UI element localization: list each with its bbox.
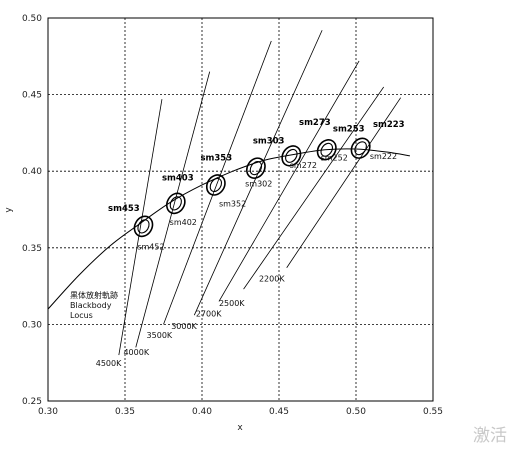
isotherm-line (163, 40, 272, 325)
ellipse-outer (205, 174, 226, 196)
ellipse-sublabel-sm272: sm272 (290, 161, 317, 170)
isotherm-label-2200K: 2200K (259, 275, 285, 284)
ellipse-pair (165, 192, 186, 215)
locus-label: 黒体放射軌跡 Blackbody Locus (70, 290, 118, 320)
ellipse-sublabel-sm222: sm222 (370, 152, 397, 161)
y-tick-label: 0.25 (22, 397, 42, 407)
ellipse-label-sm223: sm223 (373, 120, 405, 130)
ellipse-sublabel-sm302: sm302 (245, 180, 272, 189)
y-tick-label: 0.40 (22, 167, 42, 177)
plot-frame (47, 17, 434, 402)
ellipse-label-sm303: sm303 (253, 137, 285, 147)
x-tick-label: 0.55 (423, 407, 443, 417)
ellipse-sublabel-sm402: sm402 (170, 218, 197, 227)
isotherm-label-2700K: 2700K (196, 310, 222, 319)
y-tick-label: 0.50 (22, 14, 42, 24)
blackbody-locus (47, 148, 410, 310)
ellipse-label-sm253: sm253 (333, 124, 365, 134)
ellipse-pair (205, 174, 226, 196)
ellipse-label-sm353: sm353 (200, 153, 232, 163)
locus-label-blackbody: Blackbody (70, 301, 112, 310)
isotherm-lines (118, 30, 401, 356)
isotherm-label-4000K: 4000K (123, 348, 149, 357)
ellipse-outer (165, 192, 186, 215)
ellipse-inner (249, 161, 263, 176)
ellipse-sublabel-sm452: sm452 (137, 242, 164, 251)
isotherm-label-3000K: 3000K (171, 322, 197, 331)
ellipse-inner (285, 148, 298, 163)
ellipse-outer (350, 137, 371, 159)
isotherm-line (218, 60, 360, 302)
isotherm-label-2500K: 2500K (219, 299, 245, 308)
ellipse-outer (281, 145, 302, 167)
x-tick-label: 0.45 (269, 407, 289, 417)
x-tick-label: 0.40 (192, 407, 212, 417)
grid-lines (48, 18, 433, 401)
x-tick-label: 0.35 (115, 407, 135, 417)
ellipse-inner (137, 219, 150, 234)
ellipse-label-sm453: sm453 (108, 204, 140, 214)
watermark-text: 激活 (473, 426, 507, 446)
y-ticks: 0.25 0.30 0.35 0.40 0.45 0.50 (22, 14, 42, 407)
ellipse-outer (133, 215, 154, 238)
locus-label-jp: 黒体放射軌跡 (70, 290, 118, 300)
ellipse-pair (316, 139, 337, 161)
x-ticks: 0.30 0.35 0.40 0.45 0.50 0.55 (38, 407, 443, 417)
ellipse-inner (320, 142, 334, 157)
ellipse-label-sm273: sm273 (299, 118, 331, 128)
ellipse-group: sm453 sm452 sm403 sm402 sm353 sm352 sm303 sm302… (108, 118, 405, 251)
isotherm-label-4500K: 4500K (96, 359, 122, 368)
ellipse-pair (245, 157, 266, 179)
locus-label-locus: Locus (70, 311, 93, 320)
y-tick-label: 0.35 (22, 244, 42, 254)
ellipse-outer (245, 157, 266, 179)
ellipse-inner (354, 141, 367, 156)
x-axis-title: x (237, 423, 243, 433)
ellipse-sublabel-sm252: sm252 (321, 153, 348, 162)
y-tick-label: 0.45 (22, 91, 42, 101)
ellipse-label-sm403: sm403 (162, 173, 194, 183)
ellipse-pair (133, 215, 154, 238)
ellipse-outer (316, 139, 337, 161)
ellipse-inner (209, 177, 223, 193)
isotherm-line (286, 97, 401, 268)
isotherm-label-3500K: 3500K (147, 331, 173, 340)
ellipse-pair (350, 137, 371, 159)
ellipse-pair (281, 145, 302, 167)
isotherm-line (118, 99, 163, 356)
y-tick-label: 0.30 (22, 320, 42, 330)
x-tick-label: 0.30 (38, 407, 58, 417)
y-axis-title: y (4, 207, 14, 213)
ellipse-sublabel-sm352: sm352 (219, 199, 246, 208)
isotherm-line (243, 86, 385, 290)
ellipse-inner (169, 196, 182, 211)
x-tick-label: 0.50 (346, 407, 366, 417)
